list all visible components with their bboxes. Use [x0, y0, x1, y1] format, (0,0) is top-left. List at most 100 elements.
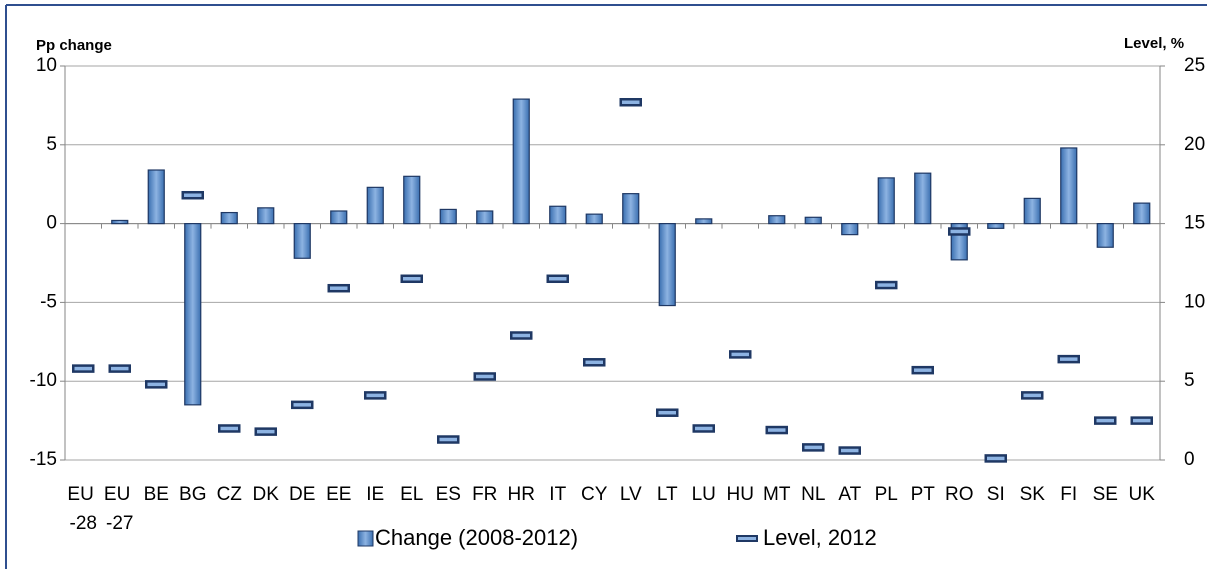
marker	[802, 443, 825, 452]
x-tick-label: AT	[838, 484, 861, 505]
bar	[877, 177, 895, 225]
marker	[984, 454, 1007, 463]
x-tick-label: FR	[472, 484, 497, 505]
x-tick-label: MT	[763, 484, 791, 505]
marker	[875, 280, 898, 290]
marker	[181, 190, 204, 200]
bar	[987, 223, 1005, 229]
marker	[546, 274, 569, 284]
x-tick-label: CZ	[217, 484, 243, 505]
y2-tick-label: 0	[1184, 449, 1195, 470]
bar	[184, 223, 202, 406]
x-tick-label: IE	[366, 484, 384, 505]
x-tick-label: HU	[727, 484, 754, 505]
marker	[1057, 354, 1080, 364]
bar	[439, 208, 457, 225]
marker	[948, 227, 971, 236]
bar	[257, 207, 275, 225]
bar	[293, 223, 311, 259]
bar	[147, 169, 165, 225]
bar	[549, 205, 567, 225]
y-tick-label: 10	[36, 55, 57, 76]
bar	[622, 193, 640, 225]
x-tick-label: PL	[875, 484, 898, 505]
marker	[473, 372, 496, 381]
bar	[841, 223, 859, 236]
legend-swatch	[736, 535, 758, 542]
y-tick-label: -15	[30, 449, 57, 470]
x-tick-label: LV	[620, 484, 642, 505]
bar	[1133, 202, 1151, 225]
y2-tick-label: 5	[1184, 370, 1195, 391]
x-tick-label: FI	[1060, 484, 1077, 505]
marker	[729, 350, 752, 359]
bar	[476, 210, 494, 225]
x-tick-label: SE	[1093, 484, 1118, 505]
marker	[291, 400, 314, 410]
marker	[510, 331, 533, 340]
marker	[1094, 416, 1117, 425]
y-tick-label: 0	[46, 213, 57, 234]
y-tick-label: 5	[46, 134, 57, 155]
marker	[619, 97, 642, 107]
y2-tick-label: 15	[1184, 213, 1205, 234]
x-tick-label: CY	[581, 484, 608, 505]
bar	[1096, 223, 1114, 248]
x-tick-label: EU -28	[67, 484, 99, 534]
y-tick-label: -10	[30, 370, 57, 391]
y2-axis-title: Level, %	[1124, 35, 1184, 52]
y-axis-title: Pp change	[36, 37, 112, 54]
x-tick-label: EU -27	[104, 484, 136, 534]
marker	[218, 424, 241, 433]
y-tick-label: -5	[40, 291, 57, 312]
x-tick-label: BE	[144, 484, 169, 505]
x-tick-label: EL	[400, 484, 423, 505]
x-tick-label: ES	[436, 484, 461, 505]
y2-tick-label: 10	[1184, 291, 1205, 312]
x-tick-label: IT	[549, 484, 566, 505]
marker	[364, 391, 387, 400]
marker	[583, 358, 606, 367]
bar	[330, 210, 348, 225]
marker	[838, 446, 861, 455]
bar	[658, 223, 676, 307]
marker	[400, 274, 423, 284]
bar	[695, 218, 713, 225]
x-tick-label: PT	[911, 484, 936, 505]
x-tick-label: RO	[945, 484, 974, 505]
legend-swatch	[357, 530, 374, 547]
bar	[914, 172, 932, 225]
y2-tick-label: 25	[1184, 55, 1205, 76]
bar	[403, 175, 421, 225]
x-tick-label: SK	[1020, 484, 1046, 505]
marker	[1130, 416, 1153, 425]
marker	[1021, 391, 1044, 400]
marker	[911, 365, 934, 375]
x-tick-label: DE	[289, 484, 315, 505]
x-tick-label: SI	[987, 484, 1005, 505]
marker	[108, 364, 131, 373]
bar	[512, 98, 530, 225]
x-tick-label: DK	[253, 484, 280, 505]
bar	[111, 219, 129, 225]
x-tick-label: UK	[1129, 484, 1156, 505]
x-tick-label: HR	[508, 484, 535, 505]
x-tick-label: NL	[801, 484, 825, 505]
bar	[768, 215, 786, 225]
bar	[804, 216, 822, 225]
x-tick-label: BG	[179, 484, 206, 505]
bar	[220, 211, 238, 225]
marker	[437, 435, 460, 444]
x-tick-label: EE	[326, 484, 351, 505]
legend-label: Change (2008-2012)	[375, 525, 578, 550]
marker	[692, 424, 715, 433]
marker	[145, 380, 168, 389]
x-tick-label: LT	[657, 484, 678, 505]
marker	[656, 408, 679, 417]
x-tick-label: LU	[692, 484, 716, 505]
marker	[327, 283, 350, 293]
bar	[366, 186, 384, 225]
bar	[1023, 197, 1041, 225]
legend-label: Level, 2012	[763, 525, 877, 550]
